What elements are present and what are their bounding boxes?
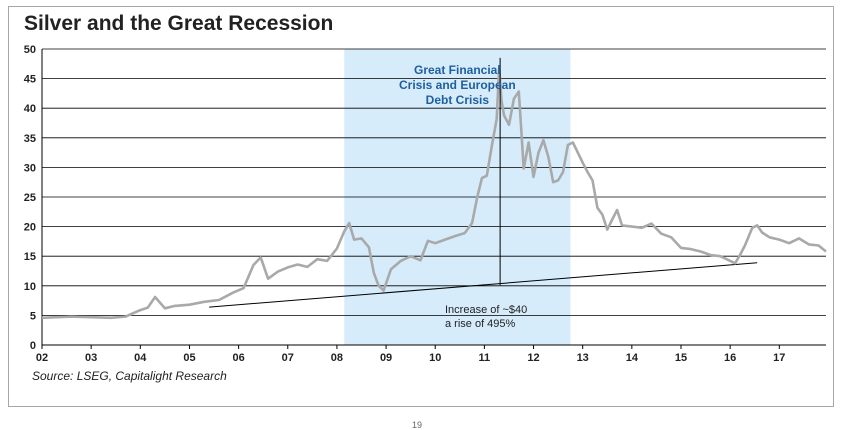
x-tick-label: 02 <box>36 352 48 364</box>
x-tick-label: 05 <box>183 352 195 364</box>
x-tick-label: 04 <box>134 352 147 364</box>
x-tick-label: 11 <box>479 352 491 364</box>
source-note: Source: LSEG, Capitalight Research <box>32 369 227 383</box>
y-tick-label: 45 <box>24 74 36 86</box>
x-tick-label: 17 <box>773 352 785 364</box>
y-tick-label: 40 <box>24 103 36 115</box>
increase-note-line: a rise of 495% <box>445 318 516 330</box>
y-tick-label: 25 <box>24 192 36 204</box>
y-tick-label: 20 <box>24 222 36 234</box>
y-tick-label: 10 <box>24 281 36 293</box>
y-tick-label: 50 <box>24 44 36 56</box>
page-number: 19 <box>412 420 423 430</box>
increase-note-line: Increase of ~$40 <box>445 304 527 316</box>
x-tick-label: 12 <box>527 352 539 364</box>
x-tick-label: 14 <box>626 352 639 364</box>
x-tick-label: 08 <box>331 352 343 364</box>
x-tick-label: 15 <box>675 352 687 364</box>
x-tick-label: 06 <box>232 352 244 364</box>
chart-title: Silver and the Great Recession <box>24 12 334 35</box>
silver-price-line <box>41 66 827 320</box>
x-tick-label: 07 <box>282 352 294 364</box>
trendline <box>209 262 758 308</box>
band-label-line: Great Financial <box>414 63 501 77</box>
x-tick-label: 10 <box>429 352 441 364</box>
y-tick-label: 15 <box>24 251 36 263</box>
y-tick-label: 30 <box>24 162 36 174</box>
y-tick-label: 35 <box>24 133 36 145</box>
y-tick-label: 0 <box>30 340 36 352</box>
y-tick-label: 5 <box>30 310 36 322</box>
x-tick-label: 13 <box>577 352 589 364</box>
band-label-line: Crisis and European <box>399 78 516 92</box>
x-tick-label: 09 <box>380 352 392 364</box>
x-tick-label: 16 <box>724 352 736 364</box>
band-label-line: Debt Crisis <box>426 93 490 107</box>
x-tick-label: 03 <box>85 352 97 364</box>
